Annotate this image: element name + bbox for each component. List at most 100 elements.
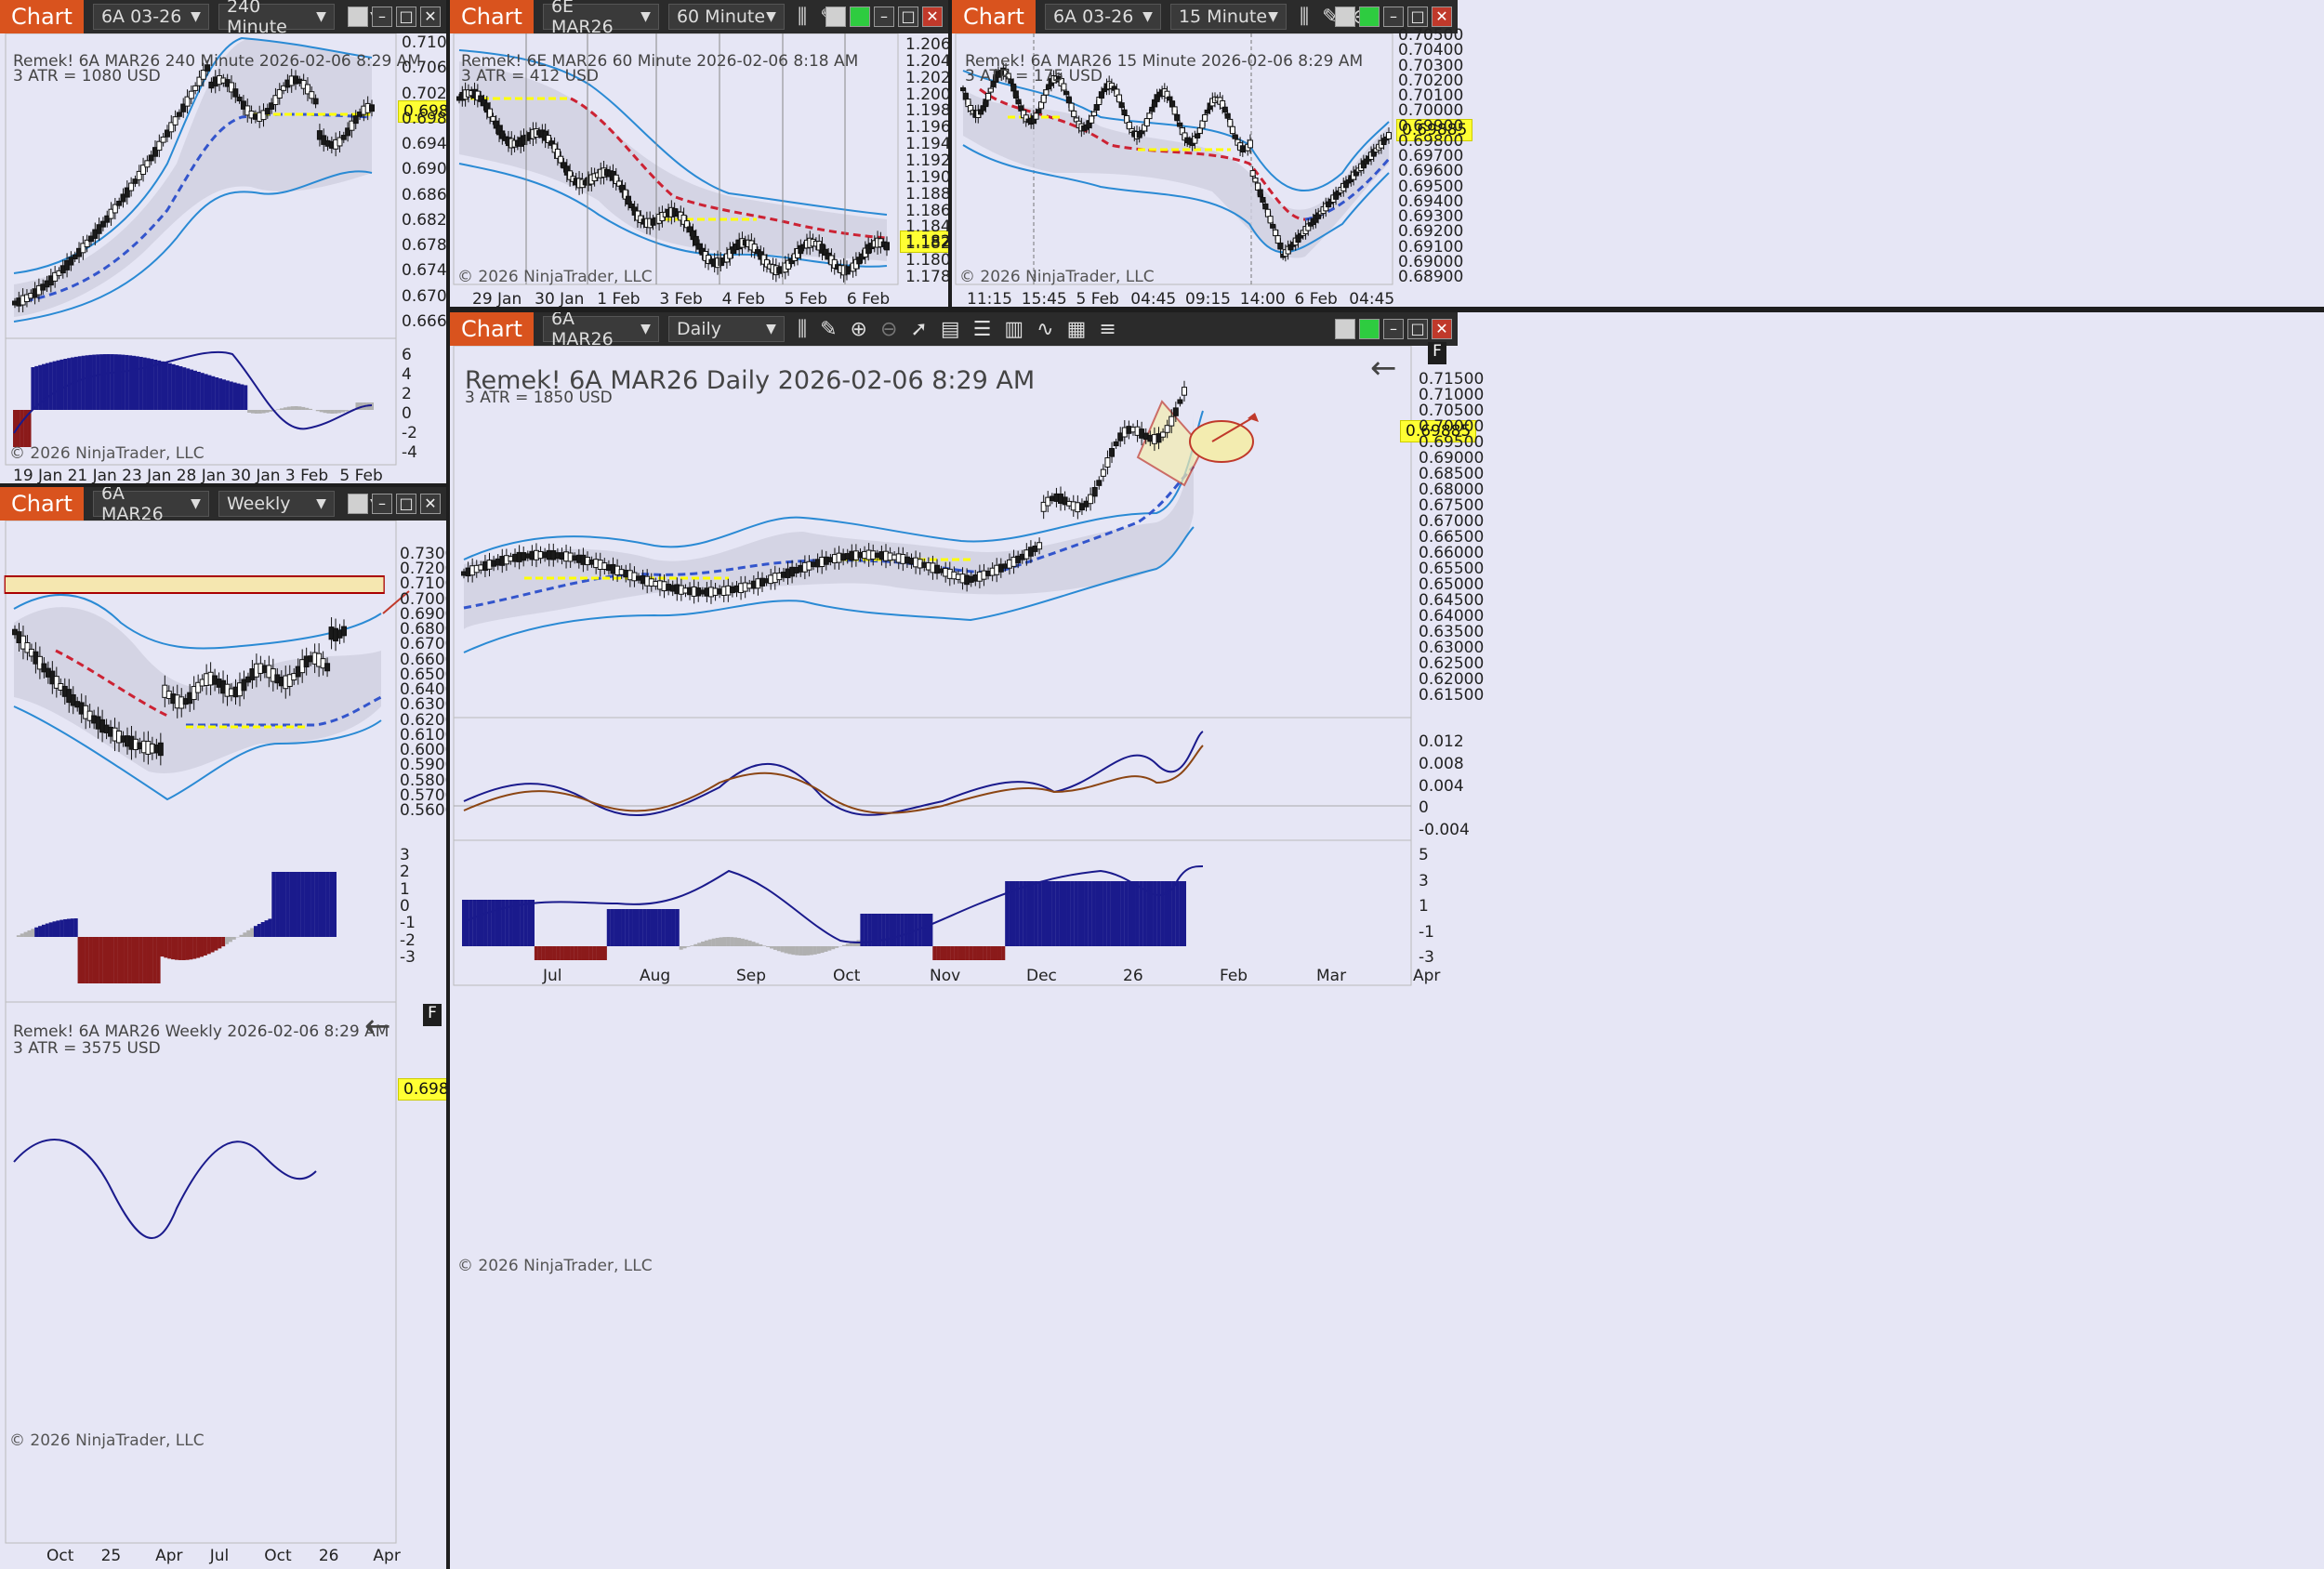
- histogram-bar: [333, 872, 337, 937]
- candle-body: [567, 170, 574, 180]
- histogram-bar: [231, 937, 236, 940]
- indicators-icon[interactable]: ∿: [1037, 317, 1054, 341]
- templates-icon[interactable]: ▦: [1066, 317, 1087, 341]
- sync-button[interactable]: [850, 7, 870, 27]
- candle-body: [696, 243, 703, 250]
- axis-tick-label: 0.64000: [1419, 607, 1485, 626]
- axis-tick-label: 0.71000: [1419, 386, 1485, 404]
- link-color-button[interactable]: [825, 7, 846, 27]
- close-button[interactable]: ✕: [1432, 319, 1452, 339]
- instrument-selector[interactable]: 6A 03-26 ▼: [92, 4, 209, 30]
- candle-body: [548, 140, 555, 146]
- axis-tick-label: 0.61000: [400, 725, 446, 745]
- chart-trader-icon[interactable]: ☰: [972, 317, 992, 341]
- histogram-bar: [182, 367, 187, 410]
- flag-box[interactable]: F: [1428, 342, 1446, 364]
- minimize-button[interactable]: –: [1383, 7, 1404, 27]
- instrument-selector[interactable]: 6E MAR26 ▼: [542, 0, 659, 37]
- candle-body: [99, 220, 106, 228]
- histogram-bar: [675, 909, 680, 946]
- pencil-icon[interactable]: ✎: [820, 317, 838, 341]
- minimize-button[interactable]: –: [372, 494, 392, 514]
- maximize-button[interactable]: □: [396, 7, 416, 27]
- histogram-bar: [293, 872, 297, 937]
- interval-selector[interactable]: 240 Minute ▼: [218, 0, 335, 37]
- price-panel[interactable]: [0, 33, 446, 483]
- flag-box[interactable]: F: [423, 1004, 442, 1026]
- axis-tick-label: 14:00: [1239, 290, 1286, 307]
- interval-selector[interactable]: Daily ▼: [667, 316, 785, 342]
- histogram-bar: [52, 361, 57, 410]
- axis-tick-label: 04:45: [1130, 290, 1177, 307]
- maximize-button[interactable]: □: [1407, 7, 1428, 27]
- interval-selector[interactable]: 15 Minute ▼: [1169, 4, 1287, 30]
- link-color-button[interactable]: [348, 494, 368, 514]
- price-panel[interactable]: [450, 346, 1458, 1569]
- back-arrow-icon[interactable]: ←: [364, 1008, 391, 1045]
- axis-tick-label: 0.69700: [1398, 147, 1464, 165]
- instrument-selector[interactable]: 6A 03-26 ▼: [1044, 4, 1161, 30]
- histogram-bar: [142, 357, 147, 410]
- close-button[interactable]: ✕: [1432, 7, 1452, 27]
- close-button[interactable]: ✕: [922, 7, 943, 27]
- histogram-bar: [189, 937, 193, 960]
- link-color-button[interactable]: [1335, 7, 1355, 27]
- axis-tick-label: Jul: [543, 967, 562, 985]
- link-color-button[interactable]: [1335, 319, 1355, 339]
- data-box-icon[interactable]: ▤: [940, 317, 960, 341]
- instrument-selector[interactable]: 6A MAR26 ▼: [92, 487, 209, 524]
- candle-body: [157, 742, 164, 757]
- histogram-bar: [1063, 881, 1067, 946]
- axis-tick-label: Oct: [46, 1547, 74, 1565]
- close-button[interactable]: ✕: [420, 494, 441, 514]
- close-button[interactable]: ✕: [420, 7, 441, 27]
- minimize-button[interactable]: –: [1383, 319, 1404, 339]
- zoom-out-icon[interactable]: ⊖: [879, 317, 898, 341]
- back-arrow-icon[interactable]: ←: [1370, 349, 1397, 387]
- minimize-button[interactable]: –: [874, 7, 894, 27]
- maximize-button[interactable]: □: [1407, 319, 1428, 339]
- chart-tab[interactable]: Chart: [0, 487, 84, 521]
- bar-type-icon[interactable]: ⫼: [1299, 5, 1310, 29]
- candle-body: [693, 235, 699, 246]
- pencil-icon[interactable]: ✎: [1322, 5, 1340, 29]
- link-color-button[interactable]: [348, 7, 368, 27]
- chart-tab[interactable]: Chart: [450, 312, 534, 346]
- candles: [12, 617, 347, 766]
- minimize-button[interactable]: –: [372, 7, 392, 27]
- axis-tick-label: 0.66500: [1419, 528, 1485, 547]
- chevron-down-icon: ▼: [640, 322, 651, 336]
- zoom-in-icon[interactable]: ⊕: [850, 317, 867, 341]
- histogram-bar: [491, 900, 495, 946]
- histogram-bar: [275, 872, 280, 937]
- histogram-bar: [711, 938, 716, 946]
- pointer-icon[interactable]: ➚: [910, 317, 928, 341]
- chart-tab[interactable]: Chart: [450, 0, 534, 33]
- price-panel[interactable]: [450, 33, 948, 307]
- maximize-button[interactable]: □: [898, 7, 918, 27]
- price-panel[interactable]: [952, 33, 1458, 307]
- sync-button[interactable]: [1359, 7, 1380, 27]
- histogram-bar: [1179, 881, 1183, 946]
- histogram-bar: [530, 900, 535, 946]
- chart-tab[interactable]: Chart: [952, 0, 1036, 33]
- interval-selector[interactable]: Weekly ▼: [218, 491, 335, 517]
- chevron-down-icon: ▼: [766, 322, 776, 336]
- axis-tick-label: -4: [402, 443, 417, 462]
- chevron-down-icon: ▼: [316, 496, 326, 511]
- instrument-selector[interactable]: 6A MAR26 ▼: [542, 312, 659, 349]
- histogram-bar: [736, 938, 741, 946]
- candle-body: [962, 92, 969, 100]
- volatility-band: [14, 38, 372, 317]
- chart-tab[interactable]: Chart: [0, 0, 84, 33]
- candle-body: [1089, 115, 1095, 124]
- interval-selector[interactable]: 60 Minute ▼: [667, 4, 785, 30]
- histogram-bar: [211, 376, 216, 410]
- sync-button[interactable]: [1359, 319, 1380, 339]
- bar-type-icon[interactable]: ⫼: [797, 317, 808, 341]
- bar-type-icon[interactable]: ⫼: [797, 5, 808, 29]
- maximize-button[interactable]: □: [396, 494, 416, 514]
- properties-icon[interactable]: ≡: [1099, 317, 1116, 341]
- price-panel[interactable]: [0, 521, 446, 1569]
- strategies-icon[interactable]: ▥: [1004, 317, 1024, 341]
